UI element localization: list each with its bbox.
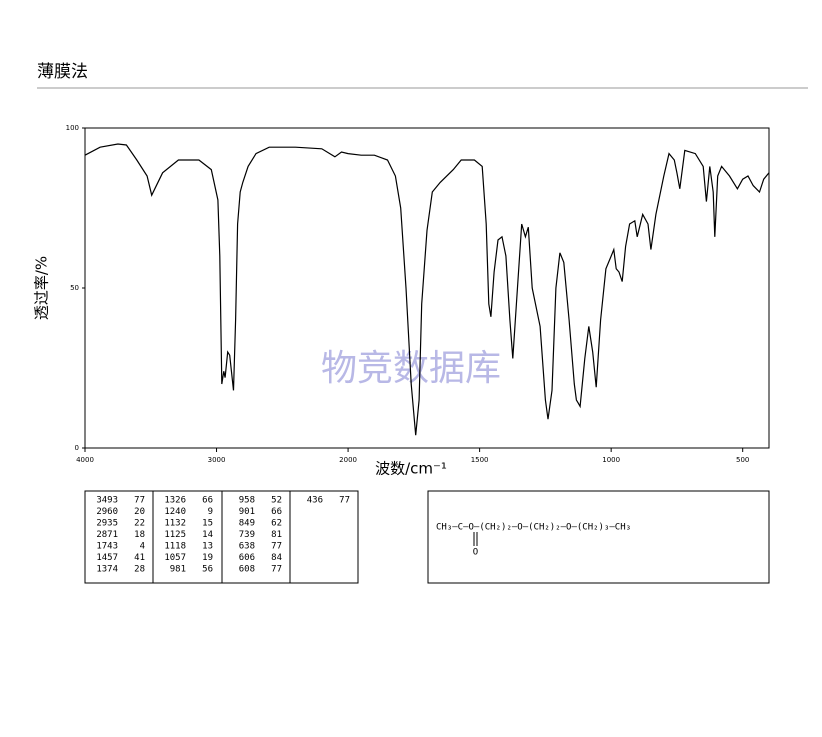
peak-wavenumber: 2935 — [96, 519, 118, 529]
peak-transmittance: 84 — [271, 553, 282, 563]
structure-formula: CH₃—C—O—(CH₂)₂—O—(CH₂)₂—O—(CH₂)₃—CH₃ — [436, 523, 631, 533]
peak-wavenumber: 1057 — [164, 553, 186, 563]
peak-wavenumber: 1457 — [96, 553, 118, 563]
peak-transmittance: 4 — [140, 542, 145, 552]
y-tick-label: 0 — [75, 444, 79, 452]
peak-wavenumber: 849 — [239, 519, 255, 529]
peak-wavenumber: 1240 — [164, 507, 186, 517]
x-tick-label: 1500 — [471, 456, 489, 464]
peak-wavenumber: 608 — [239, 565, 255, 575]
peak-wavenumber: 2960 — [96, 507, 118, 517]
peak-transmittance: 15 — [202, 519, 213, 529]
peak-wavenumber: 739 — [239, 530, 255, 540]
peak-transmittance: 66 — [202, 496, 213, 506]
peak-wavenumber: 1118 — [164, 542, 186, 552]
peak-transmittance: 13 — [202, 542, 213, 552]
x-tick-label: 4000 — [76, 456, 94, 464]
peak-transmittance: 52 — [271, 496, 282, 506]
peak-wavenumber: 901 — [239, 507, 255, 517]
y-tick-label: 50 — [70, 284, 79, 292]
peak-wavenumber: 1743 — [96, 542, 118, 552]
peak-wavenumber: 1125 — [164, 530, 186, 540]
peak-transmittance: 66 — [271, 507, 282, 517]
peak-transmittance: 56 — [202, 565, 213, 575]
peak-transmittance: 9 — [208, 507, 213, 517]
peak-wavenumber: 981 — [170, 565, 186, 575]
spectrum-line — [84, 143, 770, 436]
peak-wavenumber: 3493 — [96, 496, 118, 506]
peak-wavenumber: 436 — [307, 496, 323, 506]
plot-frame — [84, 127, 770, 449]
peak-transmittance: 77 — [134, 496, 145, 506]
x-tick-label: 2000 — [339, 456, 357, 464]
structure-frame — [427, 490, 770, 584]
peak-transmittance: 20 — [134, 507, 145, 517]
x-tick-label: 500 — [736, 456, 749, 464]
x-tick-label: 3000 — [208, 456, 226, 464]
peak-wavenumber: 638 — [239, 542, 255, 552]
peak-transmittance: 28 — [134, 565, 145, 575]
peak-transmittance: 19 — [202, 553, 213, 563]
carbonyl-oxygen: O — [473, 548, 478, 558]
peak-transmittance: 22 — [134, 519, 145, 529]
peak-wavenumber: 1132 — [164, 519, 186, 529]
y-axis-label: 透过率/% — [33, 256, 51, 320]
peak-transmittance: 14 — [202, 530, 213, 540]
peak-wavenumber: 1374 — [96, 565, 118, 575]
x-tick-label: 1000 — [602, 456, 620, 464]
peak-wavenumber: 1326 — [164, 496, 186, 506]
peak-transmittance: 77 — [271, 565, 282, 575]
peak-transmittance: 62 — [271, 519, 282, 529]
peak-transmittance: 81 — [271, 530, 282, 540]
peak-wavenumber: 2871 — [96, 530, 118, 540]
peak-wavenumber: 606 — [239, 553, 255, 563]
peak-transmittance: 41 — [134, 553, 145, 563]
y-tick-label: 100 — [66, 124, 79, 132]
peak-transmittance: 77 — [271, 542, 282, 552]
x-axis-label: 波数/cm⁻¹ — [375, 460, 447, 478]
peak-transmittance: 77 — [339, 496, 350, 506]
peak-transmittance: 18 — [134, 530, 145, 540]
peak-wavenumber: 958 — [239, 496, 255, 506]
header-title: 薄膜法 — [37, 62, 88, 82]
